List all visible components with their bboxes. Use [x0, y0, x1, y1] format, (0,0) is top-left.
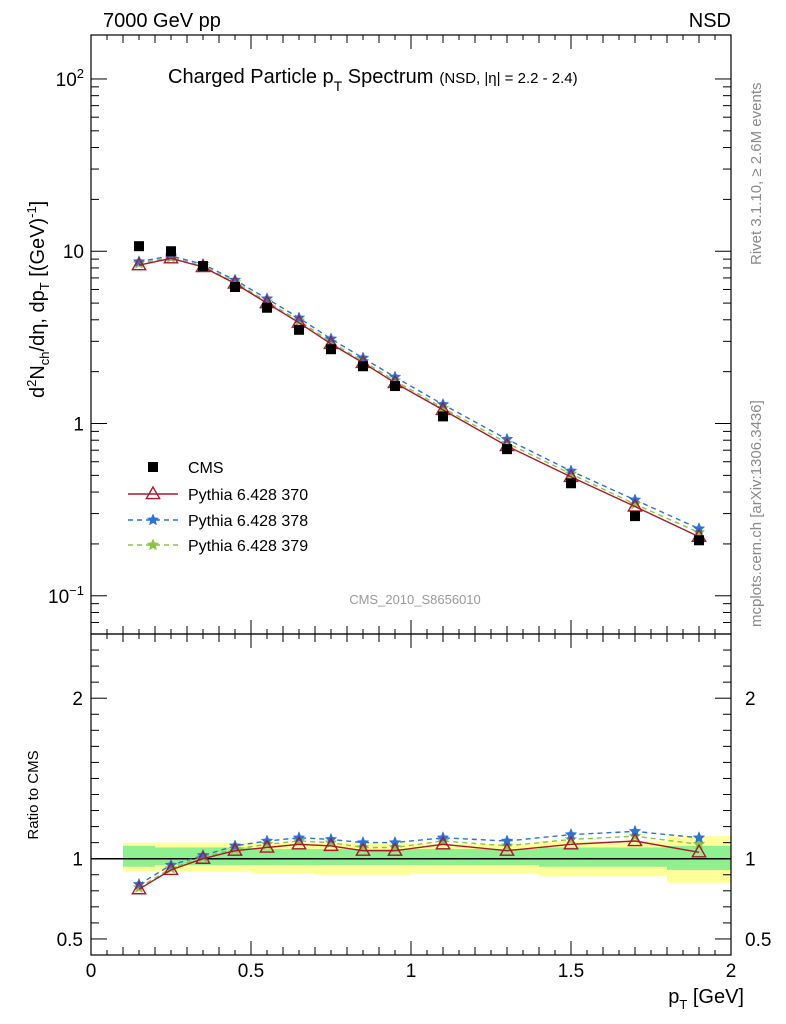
- ratio-y-tick-label-right: 0.5: [745, 930, 771, 951]
- ratio-plot-frame: [90, 633, 732, 956]
- ratio-marker-p370: [691, 843, 707, 858]
- chart-title-note: (NSD, |η| = 2.2 - 2.4): [439, 70, 577, 87]
- legend-marker-cms: [148, 462, 158, 472]
- ratio-y-tick-label: 2: [72, 689, 83, 710]
- marker-cms: [358, 361, 368, 372]
- marker-cms: [230, 282, 240, 293]
- legend-label-p370: Pythia 6.428 370: [188, 487, 308, 504]
- ratio-marker-p370: [291, 835, 307, 850]
- marker-cms: [502, 444, 512, 455]
- y-tick-label: 102: [56, 66, 84, 91]
- marker-cms: [294, 324, 304, 335]
- ratio-marker-p378: [388, 835, 402, 849]
- ratio-marker-p370: [499, 842, 515, 856]
- marker-cms: [262, 302, 272, 313]
- ratio-marker-p370: [323, 837, 339, 852]
- marker-cms: [566, 478, 576, 489]
- analysis-label: CMS_2010_S8656010: [349, 592, 481, 607]
- legend-marker-p370: [145, 485, 161, 500]
- legend-marker-p379: [146, 538, 160, 551]
- ratio-marker-p370: [355, 842, 371, 856]
- stat-band-segment: [411, 849, 475, 866]
- ratio-marker-p370: [163, 861, 179, 876]
- legend-marker-p378: [146, 513, 160, 526]
- stat-band-segment: [123, 845, 155, 867]
- ratio-marker-p378: [356, 835, 370, 849]
- ratio-marker-p378: [692, 831, 706, 844]
- stat-band-segment: [283, 849, 315, 866]
- chart-title: Charged Particle pT Spectrum (NSD, |η| = …: [168, 66, 578, 94]
- ratio-marker-p370: [563, 835, 579, 850]
- main-plot-frame: [90, 34, 732, 635]
- y-tick-label: 1: [73, 415, 84, 436]
- ratio-y-tick-label: 0.5: [57, 930, 83, 951]
- y-tick-label: 10: [63, 242, 84, 263]
- legend-label-p378: Pythia 6.428 378: [188, 513, 308, 530]
- ratio-marker-p370: [435, 835, 451, 850]
- ratio-marker-p370: [227, 842, 243, 856]
- stat-band-segment: [219, 847, 251, 866]
- mcplots-label: mcplots.cern.ch [arXiv:1306.3436]: [748, 400, 765, 627]
- main-plot-area: 102 10 1 10−1: [48, 34, 732, 955]
- x-tick-label: 0.5: [238, 961, 264, 982]
- marker-p378: [692, 522, 706, 535]
- ratio-y-tick-label-right: 1: [745, 850, 756, 871]
- marker-cms: [694, 535, 704, 546]
- header-left: 7000 GeV pp: [103, 10, 221, 32]
- marker-p370: [627, 498, 643, 512]
- marker-cms: [390, 381, 400, 392]
- legend-label-p379: Pythia 6.428 379: [188, 538, 308, 555]
- marker-cms: [438, 411, 448, 422]
- chart-title-prefix: Charged Particle p: [168, 66, 334, 88]
- x-axis-label: pT [GeV]: [668, 986, 744, 1012]
- ratio-marker-p370: [387, 842, 403, 856]
- stat-band-segment: [315, 849, 347, 866]
- ratio-y-tick-label-right: 2: [745, 689, 756, 710]
- rivet-label: Rivet 3.1.10, ≥ 2.6M events: [748, 83, 765, 266]
- ratio-marker-p370: [195, 850, 211, 864]
- ratio-marker-p370: [259, 839, 275, 853]
- stat-band-segment: [251, 849, 283, 866]
- stat-band-segment: [347, 849, 379, 866]
- marker-p370: [131, 256, 147, 271]
- stat-band-segment: [379, 849, 411, 866]
- ratio-plot-area: 0 0.5 1 1.5 20.5 0.51 12 2: [57, 633, 771, 982]
- ratio-marker-p370: [627, 832, 643, 847]
- chart-title-sub: T: [334, 78, 343, 94]
- x-tick-label: 0: [86, 961, 97, 982]
- stat-band-segment: [475, 849, 539, 866]
- y-axis-label-main: d2Nch/dη, dpT [(GeV)-1]: [24, 201, 52, 398]
- marker-cms: [166, 246, 176, 257]
- y-tick-label: 10−1: [48, 583, 84, 608]
- chart-title-suffix: Spectrum: [342, 66, 433, 88]
- marker-cms: [198, 261, 208, 272]
- x-tick-label: 1.5: [558, 961, 584, 982]
- ratio-line-p370: [138, 840, 700, 890]
- stat-band-segment: [603, 847, 667, 867]
- ratio-marker-p379: [692, 837, 706, 850]
- header-right: NSD: [689, 10, 731, 32]
- ratio-y-tick-label: 1: [72, 850, 83, 871]
- y-axis-label-ratio: Ratio to CMS: [25, 750, 42, 839]
- stat-band-segment: [155, 847, 187, 866]
- stat-band-segment: [667, 845, 731, 870]
- x-tick-label: 2: [726, 961, 737, 982]
- legend-label-cms: CMS: [188, 460, 224, 477]
- marker-p370: [163, 249, 179, 264]
- stat-band-segment: [539, 847, 603, 867]
- x-tick-label: 1: [406, 961, 417, 982]
- legend: CMS Pythia 6.428 370 Pythia 6.428 378 Pythi…: [128, 460, 308, 555]
- marker-cms: [326, 344, 336, 355]
- marker-cms: [134, 241, 144, 252]
- ratio-marker-p370: [131, 880, 147, 895]
- marker-cms: [630, 511, 640, 522]
